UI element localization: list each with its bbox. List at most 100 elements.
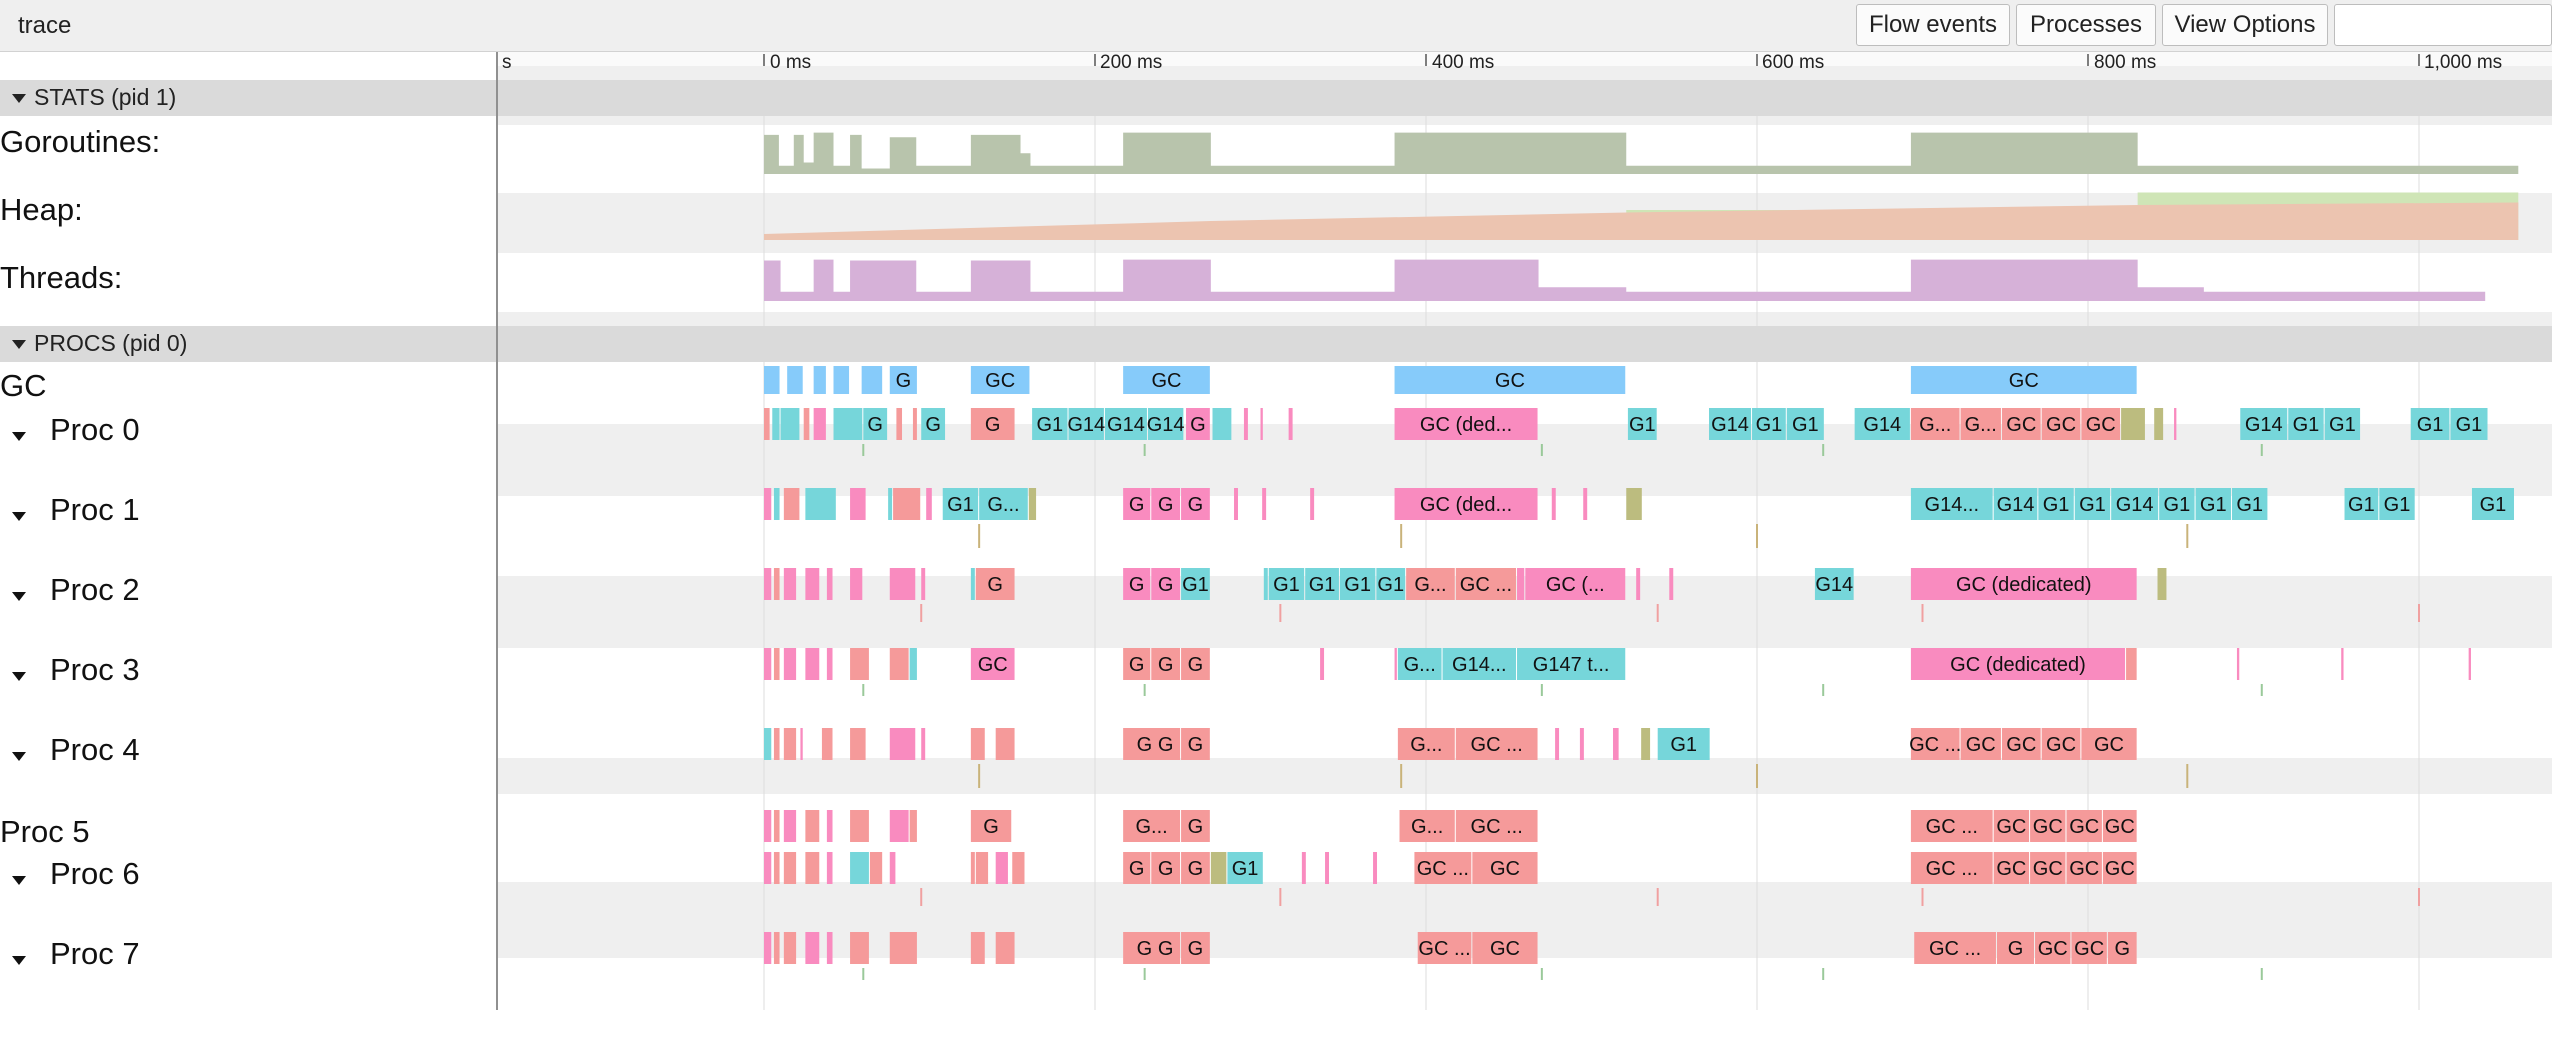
proc-4-slice	[2001, 728, 2041, 760]
proc-0-slice	[1186, 408, 1210, 440]
proc-3-slice	[1320, 648, 1325, 680]
proc-2-slice	[1636, 568, 1641, 600]
proc-row-1-label: Proc 1	[50, 492, 140, 527]
proc-0-slice	[1243, 408, 1248, 440]
proc-5-slice	[1181, 810, 1210, 842]
proc-1-slice-label: G	[1188, 494, 1204, 516]
collapse-triangle-icon[interactable]	[12, 340, 26, 349]
proc-7-slice	[970, 932, 985, 964]
proc-2-slice	[2157, 568, 2167, 600]
stats-row-heap-label: Heap:	[0, 192, 83, 227]
proc-7-slice	[1417, 932, 1472, 964]
proc-1-slice	[1181, 488, 1210, 520]
proc-0-slice-label: G1	[1756, 414, 1783, 436]
flow-events-button[interactable]: Flow events	[1856, 4, 2010, 46]
proc-5-slice-label: GC	[2069, 816, 2099, 838]
proc-6-expand-icon[interactable]	[12, 876, 26, 885]
proc-0-slice	[970, 408, 1015, 440]
proc-0-slice	[1854, 408, 1910, 440]
proc-2-slice	[921, 568, 926, 600]
trace-timeline[interactable]: G GC GC GC GCG G G G1 G14 G14 G14 G GC (ded... G1 G14 G…	[0, 52, 2552, 1062]
proc-0-slice-label: G1	[1792, 414, 1819, 436]
proc-0-slice	[1960, 408, 2001, 440]
proc-6-slice-label: G	[1129, 858, 1145, 880]
proc-4-slice	[1151, 728, 1181, 760]
proc-2-expand-icon[interactable]	[12, 592, 26, 601]
proc-7-slice	[783, 932, 797, 964]
proc-0-slice	[1288, 408, 1293, 440]
proc-4-expand-icon[interactable]	[12, 752, 26, 761]
proc-2-slice	[850, 568, 863, 600]
proc-2-slice	[975, 568, 1015, 600]
proc-7-slice-label: G	[2114, 938, 2130, 960]
proc-2-slice	[889, 568, 916, 600]
proc-0-slice	[780, 408, 800, 440]
procs-group-header[interactable]: PROCS (pid 0)	[0, 326, 2552, 362]
proc-2-slice	[1339, 568, 1376, 600]
gc-slice-label: G	[896, 370, 912, 392]
proc-2-slice-label: GC (...	[1546, 574, 1605, 596]
proc-1-slice	[1123, 488, 1151, 520]
gc-slice	[1394, 366, 1626, 394]
proc-2-slice-label: G1	[1377, 574, 1404, 596]
proc-6-slice	[1301, 852, 1306, 884]
proc-7-slice	[773, 932, 780, 964]
proc-3-slice	[764, 648, 772, 680]
proc-6-slice	[783, 852, 797, 884]
proc-0-slice	[2324, 408, 2361, 440]
proc-1-expand-icon[interactable]	[12, 512, 26, 521]
collapse-triangle-icon[interactable]	[12, 94, 26, 103]
proc-6-slice-label: GC	[1490, 858, 1520, 880]
proc-2-slice-label: G...	[1414, 574, 1446, 596]
gc-slice	[787, 366, 803, 394]
proc-1-slice	[2471, 488, 2514, 520]
proc-1-slice-label: G1	[2043, 494, 2070, 516]
proc-4-slice-label: G1	[1670, 734, 1697, 756]
proc-2-slice-label: G1	[1182, 574, 1209, 596]
ruler-label-200ms: 200 ms	[1100, 52, 1163, 73]
stats-group-label: STATS (pid 1)	[34, 84, 177, 110]
proc-0-slice	[1260, 408, 1263, 440]
proc-0-slice	[896, 408, 903, 440]
proc-5-slice-label: G	[1188, 816, 1204, 838]
proc-1-slice-label: G...	[987, 494, 1019, 516]
proc-6-slice-label: GC	[2069, 858, 2099, 880]
proc-3-slice	[1397, 648, 1442, 680]
proc-1-slice	[2159, 488, 2195, 520]
view-options-button[interactable]: View Options	[2162, 4, 2328, 46]
proc-3-slice-label: GC	[978, 654, 1008, 676]
proc-0-slice	[912, 408, 917, 440]
proc-0-expand-icon[interactable]	[12, 432, 26, 441]
proc-5-slice	[850, 810, 869, 842]
proc-7-expand-icon[interactable]	[12, 956, 26, 965]
proc-0-slice-label: G	[867, 414, 883, 436]
proc-7-slice	[1914, 932, 1996, 964]
proc-3-expand-icon[interactable]	[12, 672, 26, 681]
proc-3-slice	[2236, 648, 2240, 680]
proc-3-row-band	[498, 576, 2552, 648]
proc-4-slice	[1397, 728, 1455, 760]
proc-6-slice	[805, 852, 820, 884]
proc-7-slice	[1151, 932, 1181, 964]
proc-6-slice-label: G	[1158, 858, 1174, 880]
proc-2-slice	[1305, 568, 1339, 600]
search-input[interactable]	[2334, 4, 2552, 46]
proc-2-slice	[764, 568, 772, 600]
proc-1-slice	[942, 488, 979, 520]
proc-7-slice-label: GC	[1490, 938, 1520, 960]
ruler-label-s: s	[502, 52, 512, 73]
proc-7-slice	[2035, 932, 2071, 964]
proc-0-slice	[1786, 408, 1824, 440]
proc-row-3-label: Proc 3	[50, 652, 140, 687]
proc-3-slice-label: GC (dedicated)	[1950, 654, 2086, 676]
processes-button[interactable]: Processes	[2016, 4, 2156, 46]
proc-7-slice	[2071, 932, 2107, 964]
stats-group-header[interactable]: STATS (pid 1)	[0, 80, 2552, 116]
proc-1-slice	[783, 488, 800, 520]
proc-3-slice	[1181, 648, 1210, 680]
proc-3-slice-label: G147 t...	[1533, 654, 1610, 676]
proc-6-slice-label: GC ...	[1926, 858, 1978, 880]
proc-4-slice	[1960, 728, 2001, 760]
gc-slice	[833, 366, 850, 394]
proc-0-slice-label: G1	[1629, 414, 1656, 436]
